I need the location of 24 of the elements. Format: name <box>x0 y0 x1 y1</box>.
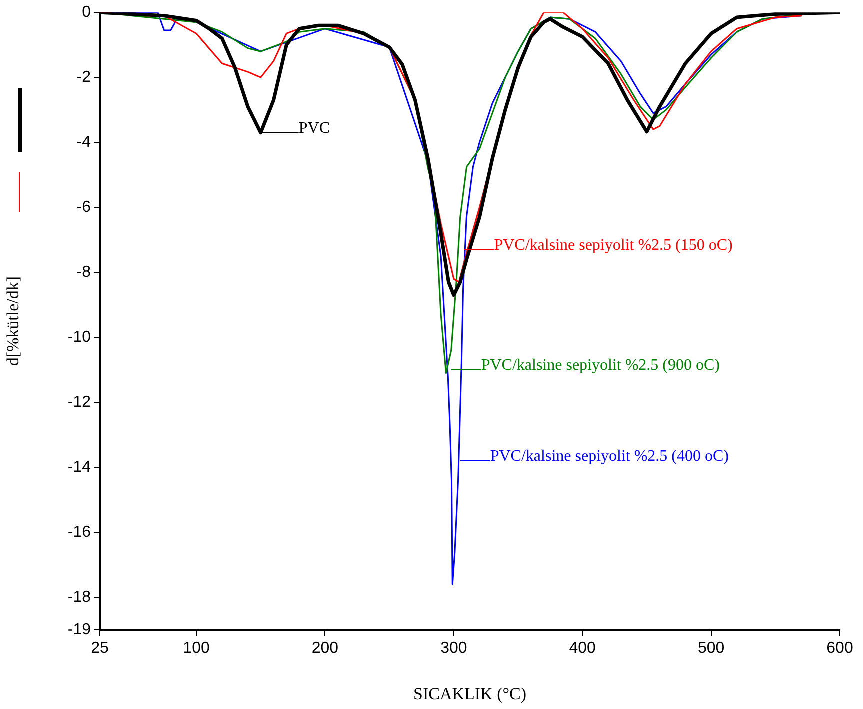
x-tick-label: 200 <box>312 640 339 658</box>
x-tick-label: 300 <box>440 640 468 658</box>
x-tick-label: 400 <box>569 640 596 658</box>
annotation: PVC <box>298 120 330 138</box>
y-tick-label: -10 <box>68 328 92 346</box>
y-tick-label: -2 <box>76 68 92 86</box>
y-tick-label: -8 <box>76 264 92 281</box>
annotation: PVC/kalsine sepiyolit %2.5 (400 oC) <box>490 448 730 466</box>
x-axis-title: SICAKLIK (°C) <box>413 684 527 704</box>
y-tick-label: -14 <box>68 458 92 476</box>
y-tick-label: -19 <box>68 621 92 638</box>
x-tick-label: 100 <box>183 640 210 658</box>
y-tick-label: -4 <box>76 134 92 151</box>
y-axis-title: d[%kütle/dk] <box>4 276 23 366</box>
y-tick-label: -18 <box>68 588 92 606</box>
y-tick-label: -12 <box>68 394 92 411</box>
annotation: PVC/kalsine sepiyolit %2.5 (150 oC) <box>494 237 733 254</box>
y-tick-label: -6 <box>76 198 92 216</box>
x-tick-label: 25 <box>91 640 109 658</box>
y-tick-label: -16 <box>68 524 92 541</box>
x-tick-label: 600 <box>826 640 854 658</box>
x-tick-label: 500 <box>698 640 725 658</box>
annotation: PVC/kalsine sepiyolit %2.5 (900 oC) <box>481 357 720 374</box>
y-tick-label: 0 <box>82 4 92 22</box>
